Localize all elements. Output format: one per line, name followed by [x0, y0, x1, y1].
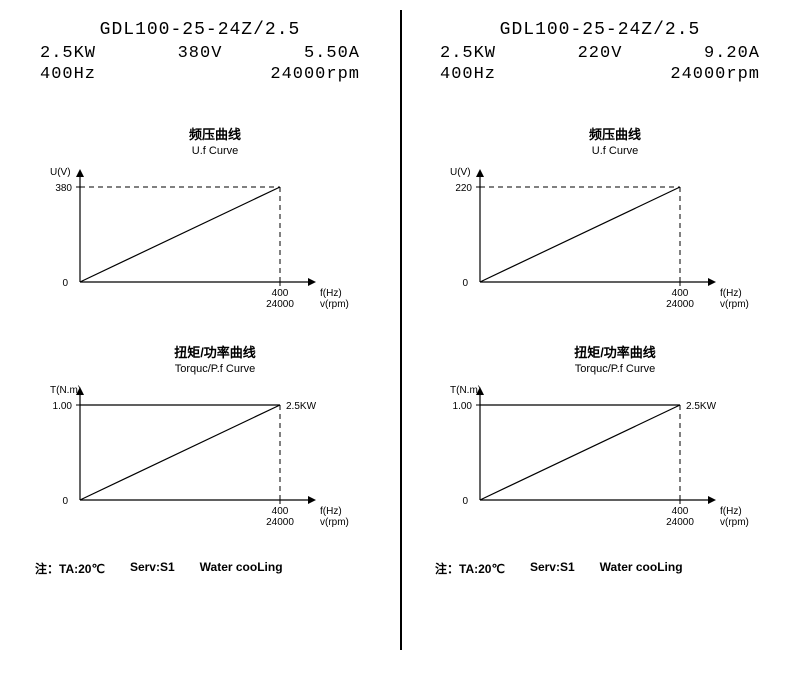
svg-text:400: 400: [272, 506, 289, 517]
left-current: 5.50A: [304, 44, 360, 63]
svg-text:400: 400: [272, 288, 289, 299]
left-specs-1: 2.5KW 380V 5.50A: [25, 44, 375, 63]
right-panel: GDL100-25-24Z/2.5 2.5KW 220V 9.20A 400Hz…: [400, 0, 800, 680]
left-voltage: 380V: [178, 44, 223, 63]
left-chart2-svg: 0 T(N.m) 1.00 40024000 f(Hz)v(rpm) 2.5KW: [25, 380, 365, 530]
left-footer-cooling: Water cooLing: [200, 560, 283, 577]
left-rpm: 24000rpm: [270, 65, 360, 84]
svg-text:f(Hz): f(Hz): [720, 288, 742, 299]
right-footer: 注：TA:20℃ Serv:S1 Water cooLing: [425, 560, 775, 577]
right-model: GDL100-25-24Z/2.5: [425, 20, 775, 40]
right-chart2-title-en: Torquc/P.f Curve: [425, 363, 775, 375]
svg-text:220: 220: [455, 183, 472, 194]
right-specs-1: 2.5KW 220V 9.20A: [425, 44, 775, 63]
right-footer-cooling: Water cooLing: [600, 560, 683, 577]
left-model: GDL100-25-24Z/2.5: [25, 20, 375, 40]
svg-text:1.00: 1.00: [453, 401, 473, 412]
left-chart1-svg: 0 U(V) 380 40024000 f(Hz)v(rpm): [25, 162, 365, 312]
right-chart2-svg: 0 T(N.m) 1.00 40024000 f(Hz)v(rpm) 2.5KW: [425, 380, 765, 530]
right-freq: 400Hz: [440, 65, 496, 84]
left-footer-note: 注：TA:20℃: [35, 560, 105, 577]
svg-text:T(N.m): T(N.m): [450, 385, 481, 396]
svg-text:T(N.m): T(N.m): [50, 385, 81, 396]
left-specs-2: 400Hz 24000rpm: [25, 65, 375, 84]
svg-text:U(V): U(V): [450, 167, 471, 178]
svg-text:24000: 24000: [266, 299, 294, 310]
svg-text:24000: 24000: [666, 517, 694, 528]
svg-text:f(Hz): f(Hz): [320, 288, 342, 299]
svg-text:380: 380: [55, 183, 72, 194]
svg-text:0: 0: [462, 278, 468, 289]
left-panel: GDL100-25-24Z/2.5 2.5KW 380V 5.50A 400Hz…: [0, 0, 400, 680]
right-chart2-title-cn: 扭矩/功率曲线: [425, 342, 775, 361]
right-chart1-block: 频压曲线 U.f Curve 0 U(V) 220 40024000 f(Hz)v(rp…: [425, 124, 775, 312]
right-chart2-block: 扭矩/功率曲线 Torquc/P.f Curve 0T(N.m)1.004002…: [425, 342, 775, 530]
left-header: GDL100-25-24Z/2.5 2.5KW 380V 5.50A 400Hz…: [25, 20, 375, 84]
right-chart1-title-cn: 频压曲线: [425, 124, 775, 143]
svg-text:v(rpm): v(rpm): [320, 299, 349, 310]
left-chart2-block: 扭矩/功率曲线 Torquc/P.f Curve 0T(N.m)1.004002…: [25, 342, 375, 530]
svg-text:24000: 24000: [666, 299, 694, 310]
svg-text:0: 0: [62, 496, 68, 507]
svg-text:v(rpm): v(rpm): [320, 517, 349, 528]
left-chart2-title-en: Torquc/P.f Curve: [25, 363, 375, 375]
right-footer-note: 注：TA:20℃: [435, 560, 505, 577]
svg-text:v(rpm): v(rpm): [720, 517, 749, 528]
right-specs-2: 400Hz 24000rpm: [425, 65, 775, 84]
right-chart1-title-en: U.f Curve: [425, 145, 775, 157]
left-chart2-title-cn: 扭矩/功率曲线: [25, 342, 375, 361]
left-freq: 400Hz: [40, 65, 96, 84]
right-rpm: 24000rpm: [670, 65, 760, 84]
svg-text:400: 400: [672, 506, 689, 517]
left-footer-serv: Serv:S1: [130, 560, 175, 577]
svg-text:400: 400: [672, 288, 689, 299]
right-header: GDL100-25-24Z/2.5 2.5KW 220V 9.20A 400Hz…: [425, 20, 775, 84]
left-chart1-title-en: U.f Curve: [25, 145, 375, 157]
svg-text:U(V): U(V): [50, 167, 71, 178]
left-footer: 注：TA:20℃ Serv:S1 Water cooLing: [25, 560, 375, 577]
left-power: 2.5KW: [40, 44, 96, 63]
svg-text:f(Hz): f(Hz): [320, 506, 342, 517]
left-chart1-block: 频压曲线 U.f Curve 0 U(V) 380 40024000 f(Hz)v(rp…: [25, 124, 375, 312]
right-power: 2.5KW: [440, 44, 496, 63]
right-voltage: 220V: [578, 44, 623, 63]
right-footer-serv: Serv:S1: [530, 560, 575, 577]
left-chart1-title-cn: 频压曲线: [25, 124, 375, 143]
svg-text:f(Hz): f(Hz): [720, 506, 742, 517]
svg-text:1.00: 1.00: [53, 401, 73, 412]
svg-text:24000: 24000: [266, 517, 294, 528]
right-current: 9.20A: [704, 44, 760, 63]
main-container: GDL100-25-24Z/2.5 2.5KW 380V 5.50A 400Hz…: [0, 0, 800, 680]
svg-text:2.5KW: 2.5KW: [686, 401, 717, 412]
svg-text:0: 0: [62, 278, 68, 289]
svg-text:0: 0: [462, 496, 468, 507]
svg-text:2.5KW: 2.5KW: [286, 401, 317, 412]
svg-text:v(rpm): v(rpm): [720, 299, 749, 310]
right-chart1-svg: 0 U(V) 220 40024000 f(Hz)v(rpm): [425, 162, 765, 312]
